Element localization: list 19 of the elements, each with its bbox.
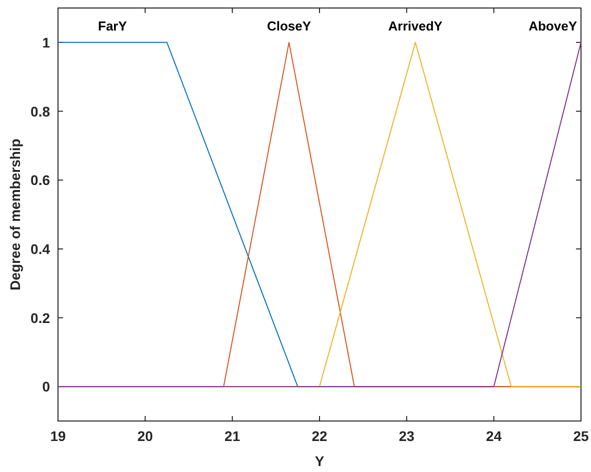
x-tick-label: 25 [573, 428, 589, 444]
y-tick-label: 0.2 [30, 310, 50, 326]
series-label: AboveY [528, 18, 578, 34]
series-label: FarY [98, 18, 128, 34]
series-label: CloseY [266, 18, 312, 34]
x-tick-label: 22 [312, 428, 328, 444]
x-tick-label: 24 [486, 428, 502, 444]
series-label: ArrivedY [388, 18, 443, 34]
y-tick-label: 0 [42, 378, 50, 395]
y-tick-label: 0.6 [30, 172, 50, 188]
y-tick-label: 0.8 [30, 103, 50, 120]
x-axis-title: Y [314, 453, 325, 469]
x-tick-label: 20 [137, 428, 154, 444]
y-tick-label: 1 [42, 34, 50, 50]
x-tick-label: 19 [50, 428, 66, 444]
y-tick-label: 0.4 [30, 240, 50, 257]
x-tick-label: 21 [224, 428, 240, 444]
x-tick-label: 23 [398, 428, 415, 444]
y-axis-title: Degree of membership [7, 138, 23, 290]
